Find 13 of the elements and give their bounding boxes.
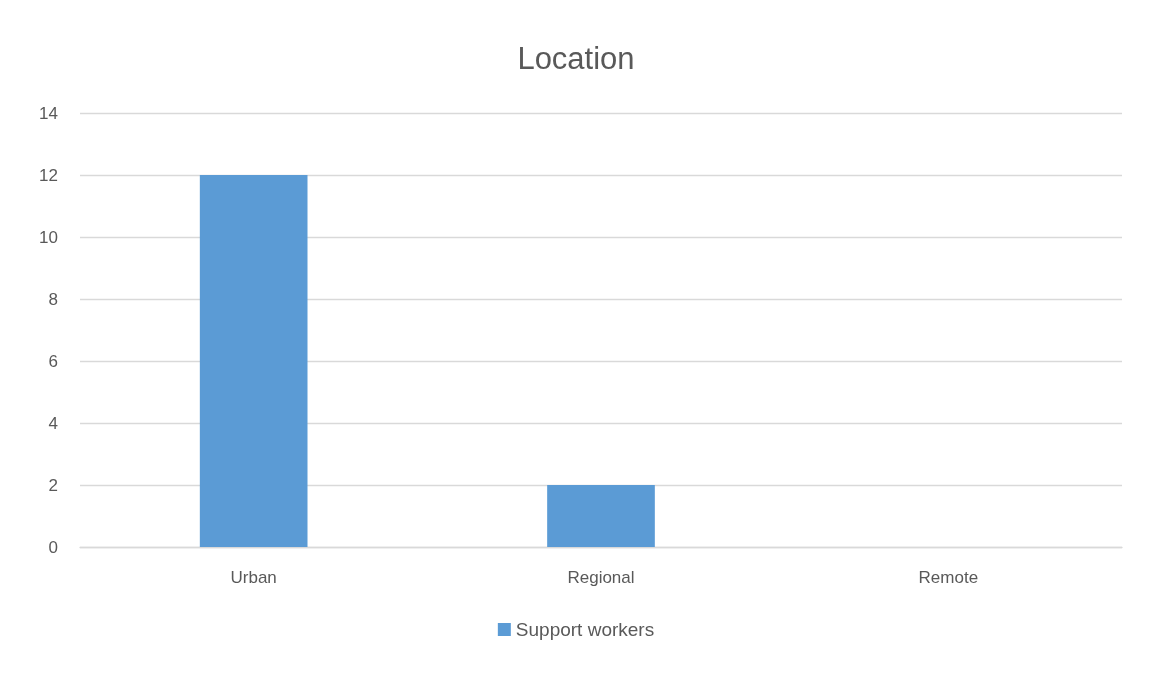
- y-tick-label: 2: [48, 475, 58, 495]
- legend-label: Support workers: [515, 619, 655, 640]
- y-tick-label: 14: [39, 103, 58, 123]
- x-tick-label: Urban: [230, 568, 277, 587]
- y-tick-label: 0: [48, 537, 58, 557]
- chart-title: Location: [517, 41, 635, 76]
- y-tick-label: 12: [39, 165, 58, 185]
- x-tick-label: Regional: [567, 568, 635, 587]
- y-tick-label: 6: [48, 351, 58, 371]
- y-tick-label: 10: [39, 227, 58, 247]
- y-tick-label: 8: [48, 289, 58, 309]
- x-tick-label: Remote: [918, 568, 979, 587]
- y-tick-label: 4: [48, 413, 58, 433]
